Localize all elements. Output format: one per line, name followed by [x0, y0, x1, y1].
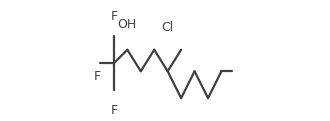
Text: F: F: [110, 10, 117, 23]
Text: F: F: [93, 70, 100, 83]
Text: Cl: Cl: [162, 21, 174, 34]
Text: F: F: [110, 104, 117, 117]
Text: OH: OH: [118, 18, 137, 31]
